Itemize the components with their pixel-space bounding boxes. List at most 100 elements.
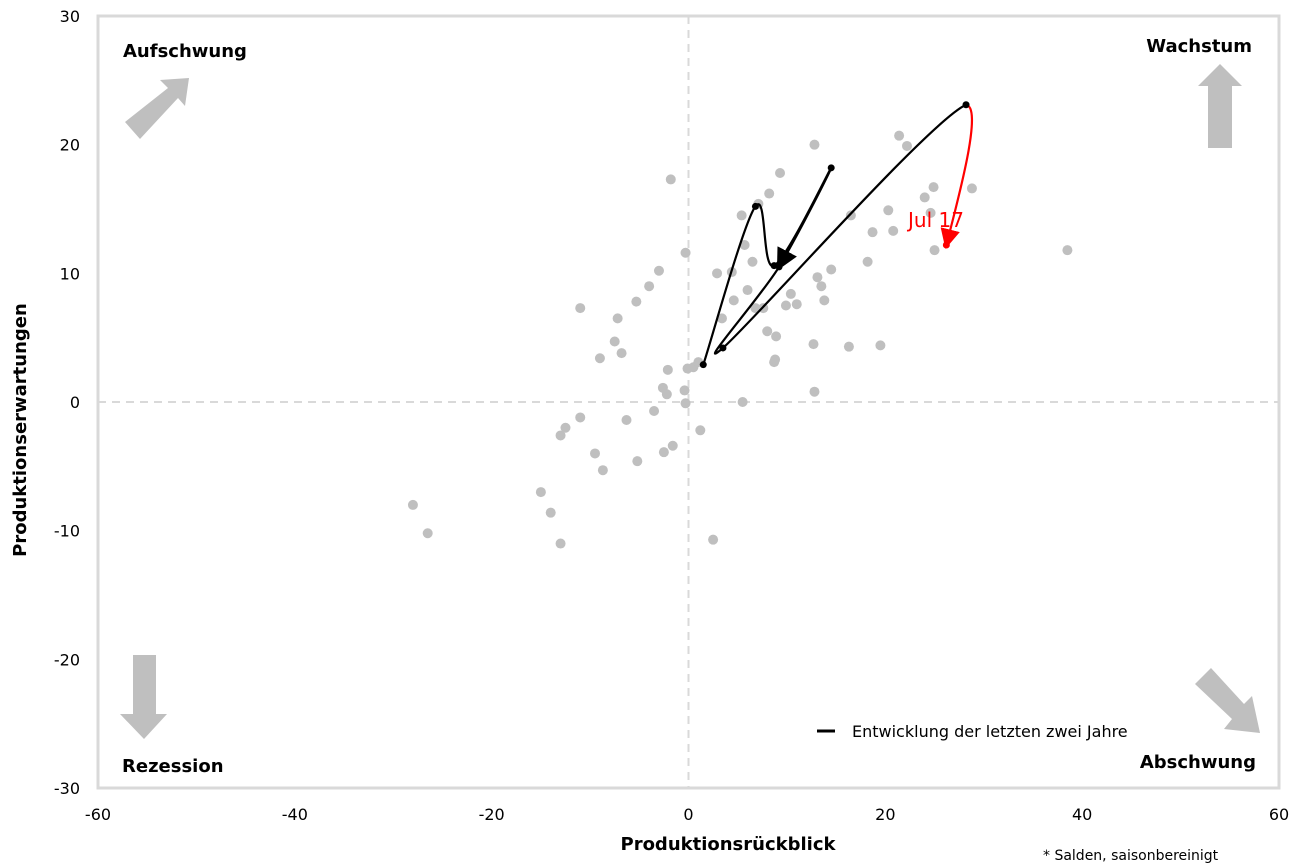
scatter-point: [590, 448, 601, 459]
x-tick-label: 0: [683, 805, 693, 824]
x-tick-label: -20: [479, 805, 505, 824]
x-axis-title: Produktionsrückblick: [621, 834, 837, 855]
scatter-point: [658, 447, 669, 458]
scatter-point: [708, 534, 719, 545]
scatter-point: [966, 183, 977, 194]
trajectory-point: [699, 361, 707, 369]
trajectory-point: [775, 263, 783, 271]
scatter-point: [609, 336, 620, 347]
scatter-point: [555, 538, 566, 549]
scatter-point: [883, 205, 894, 216]
scatter-point: [809, 386, 820, 397]
trajectory-point: [827, 164, 835, 172]
scatter-point: [771, 331, 782, 342]
y-tick-label: 20: [60, 136, 80, 155]
scatter-point: [407, 499, 418, 510]
scatter-point: [739, 240, 750, 251]
arrow-down-icon: [120, 655, 167, 739]
scatter-points: [407, 130, 1073, 549]
scatter-point: [560, 422, 571, 433]
scatter-point: [808, 339, 819, 350]
scatter-point: [867, 227, 878, 238]
scatter-point: [770, 354, 781, 365]
scatter-point: [925, 207, 936, 218]
scatter-point: [680, 398, 691, 409]
scatter-point: [826, 264, 837, 275]
y-axis-title: Produktionserwartungen: [10, 303, 31, 557]
scatter-point: [575, 412, 586, 423]
scatter-point: [919, 192, 930, 203]
scatter-point: [888, 225, 899, 236]
quadrant-label-abschwung: Abschwung: [1140, 752, 1256, 773]
scatter-point: [667, 440, 678, 451]
x-tick-label: 60: [1269, 805, 1289, 824]
arrow-up-icon: [1198, 64, 1242, 148]
arrow-down-right-icon: [1195, 668, 1260, 733]
scatter-point: [631, 296, 642, 307]
scatter-point: [901, 140, 912, 151]
scatter-point: [680, 247, 691, 258]
footnote: * Salden, saisonbereinigt: [1043, 848, 1219, 863]
y-tick-label: 30: [60, 7, 80, 26]
y-tick-label: 10: [60, 264, 80, 283]
scatter-point: [750, 303, 761, 314]
trajectory-path: [699, 101, 974, 369]
scatter-point: [862, 256, 873, 267]
scatter-point: [929, 245, 940, 256]
scatter-point: [594, 353, 605, 364]
scatter-point: [545, 507, 556, 518]
scatter-point: [762, 326, 773, 337]
x-tick-labels: -60 -40 -20 0 20 40 60: [85, 805, 1289, 824]
scatter-point: [812, 272, 823, 283]
quadrant-label-aufschwung: Aufschwung: [123, 41, 247, 62]
scatter-point: [728, 295, 739, 306]
scatter-point: [816, 281, 827, 292]
scatter-point: [422, 528, 433, 539]
scatter-point: [661, 389, 672, 400]
latest-point-label: Jul 17: [906, 208, 964, 232]
trajectory-point: [751, 202, 759, 210]
scatter-point: [649, 406, 660, 417]
scatter-point: [712, 268, 723, 279]
latest-segment: [940, 103, 974, 249]
trajectory-arrow: [776, 236, 797, 271]
y-tick-label: -30: [54, 779, 80, 798]
scatter-point: [632, 456, 643, 467]
trajectory-point: [962, 101, 970, 109]
y-tick-labels: -30 -20 -10 0 10 20 30: [54, 7, 80, 798]
scatter-point: [737, 397, 748, 407]
legend-label: Entwicklung der letzten zwei Jahre: [852, 722, 1128, 741]
x-tick-label: 40: [1072, 805, 1092, 824]
scatter-point: [679, 385, 690, 396]
scatter-point: [555, 430, 566, 441]
scatter-point: [764, 188, 775, 199]
scatter-point: [845, 210, 856, 221]
scatter-point: [1062, 245, 1073, 256]
scatter-point: [665, 174, 676, 185]
scatter-point: [644, 281, 655, 292]
scatter-point: [875, 340, 886, 351]
scatter-point: [780, 300, 791, 311]
scatter-point: [785, 288, 796, 299]
x-tick-label: -60: [85, 805, 111, 824]
scatter-point: [747, 256, 758, 267]
scatter-point: [819, 295, 830, 306]
scatter-point: [612, 313, 623, 324]
x-tick-label: 20: [875, 805, 895, 824]
scatter-point: [775, 167, 786, 178]
scatter-point: [653, 265, 664, 276]
scatter-point: [894, 130, 905, 141]
arrow-up-right-icon: [125, 78, 189, 139]
trajectory-point: [719, 344, 727, 352]
scatter-point: [791, 299, 802, 310]
latest-point: [942, 241, 950, 249]
y-tick-label: -10: [54, 522, 80, 541]
y-tick-label: -20: [54, 650, 80, 669]
scatter-point: [928, 182, 939, 193]
x-tick-label: -40: [282, 805, 308, 824]
scatter-point: [843, 341, 854, 352]
scatter-point: [809, 139, 820, 150]
scatter-point: [716, 313, 727, 324]
scatter-point: [535, 487, 546, 498]
